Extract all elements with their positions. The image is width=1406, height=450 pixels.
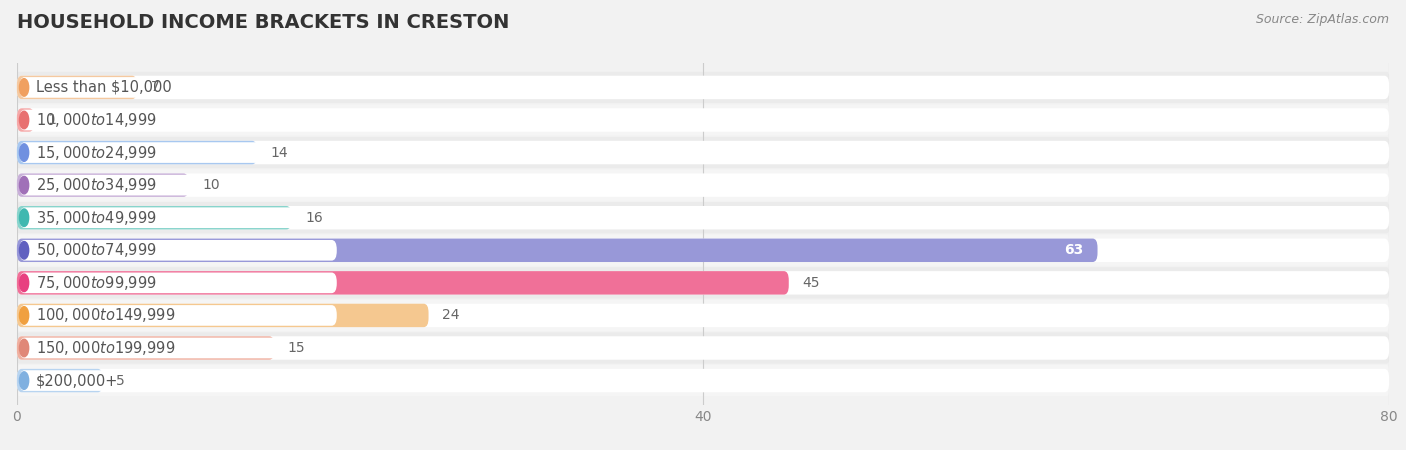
FancyBboxPatch shape	[20, 370, 337, 391]
FancyBboxPatch shape	[17, 336, 274, 360]
FancyBboxPatch shape	[20, 142, 337, 163]
FancyBboxPatch shape	[20, 338, 337, 358]
FancyBboxPatch shape	[20, 207, 337, 228]
Text: 7: 7	[150, 81, 159, 94]
FancyBboxPatch shape	[17, 369, 103, 392]
Text: $100,000 to $149,999: $100,000 to $149,999	[35, 306, 174, 324]
Text: 16: 16	[305, 211, 323, 225]
FancyBboxPatch shape	[17, 108, 34, 132]
FancyBboxPatch shape	[17, 108, 1389, 132]
FancyBboxPatch shape	[17, 333, 1389, 364]
Text: $75,000 to $99,999: $75,000 to $99,999	[35, 274, 156, 292]
Circle shape	[20, 144, 28, 162]
FancyBboxPatch shape	[17, 76, 136, 99]
Circle shape	[20, 242, 28, 259]
FancyBboxPatch shape	[17, 173, 1389, 197]
FancyBboxPatch shape	[17, 304, 429, 327]
FancyBboxPatch shape	[17, 238, 1098, 262]
FancyBboxPatch shape	[17, 76, 1389, 99]
Text: 10: 10	[202, 178, 219, 192]
Text: 45: 45	[803, 276, 820, 290]
Text: $15,000 to $24,999: $15,000 to $24,999	[35, 144, 156, 162]
Circle shape	[20, 339, 28, 357]
FancyBboxPatch shape	[17, 72, 1389, 103]
FancyBboxPatch shape	[17, 238, 1389, 262]
FancyBboxPatch shape	[17, 271, 789, 295]
Text: HOUSEHOLD INCOME BRACKETS IN CRESTON: HOUSEHOLD INCOME BRACKETS IN CRESTON	[17, 14, 509, 32]
FancyBboxPatch shape	[17, 300, 1389, 331]
FancyBboxPatch shape	[17, 206, 291, 230]
FancyBboxPatch shape	[17, 141, 1389, 164]
Circle shape	[20, 111, 28, 129]
FancyBboxPatch shape	[20, 305, 337, 326]
FancyBboxPatch shape	[17, 336, 1389, 360]
FancyBboxPatch shape	[20, 240, 337, 261]
FancyBboxPatch shape	[17, 369, 1389, 392]
Text: 24: 24	[443, 308, 460, 323]
FancyBboxPatch shape	[17, 170, 1389, 201]
FancyBboxPatch shape	[20, 273, 337, 293]
FancyBboxPatch shape	[17, 104, 1389, 135]
Text: 1: 1	[48, 113, 56, 127]
Text: $200,000+: $200,000+	[35, 373, 118, 388]
FancyBboxPatch shape	[17, 202, 1389, 234]
Circle shape	[20, 372, 28, 389]
Circle shape	[20, 79, 28, 96]
FancyBboxPatch shape	[20, 175, 337, 195]
FancyBboxPatch shape	[17, 141, 257, 164]
FancyBboxPatch shape	[17, 267, 1389, 298]
Text: $35,000 to $49,999: $35,000 to $49,999	[35, 209, 156, 227]
Circle shape	[20, 209, 28, 226]
Text: Source: ZipAtlas.com: Source: ZipAtlas.com	[1256, 14, 1389, 27]
Text: $10,000 to $14,999: $10,000 to $14,999	[35, 111, 156, 129]
FancyBboxPatch shape	[20, 77, 337, 98]
FancyBboxPatch shape	[17, 365, 1389, 396]
FancyBboxPatch shape	[17, 234, 1389, 266]
FancyBboxPatch shape	[17, 206, 1389, 230]
Text: $150,000 to $199,999: $150,000 to $199,999	[35, 339, 174, 357]
Circle shape	[20, 176, 28, 194]
Text: $50,000 to $74,999: $50,000 to $74,999	[35, 241, 156, 259]
FancyBboxPatch shape	[17, 137, 1389, 168]
FancyBboxPatch shape	[17, 271, 1389, 295]
FancyBboxPatch shape	[17, 173, 188, 197]
Circle shape	[20, 306, 28, 324]
Text: 5: 5	[117, 374, 125, 387]
FancyBboxPatch shape	[20, 110, 337, 130]
Circle shape	[20, 274, 28, 292]
FancyBboxPatch shape	[17, 304, 1389, 327]
Text: $25,000 to $34,999: $25,000 to $34,999	[35, 176, 156, 194]
Text: 14: 14	[271, 145, 288, 160]
Text: 15: 15	[288, 341, 305, 355]
Text: 63: 63	[1064, 243, 1084, 257]
Text: Less than $10,000: Less than $10,000	[35, 80, 172, 95]
